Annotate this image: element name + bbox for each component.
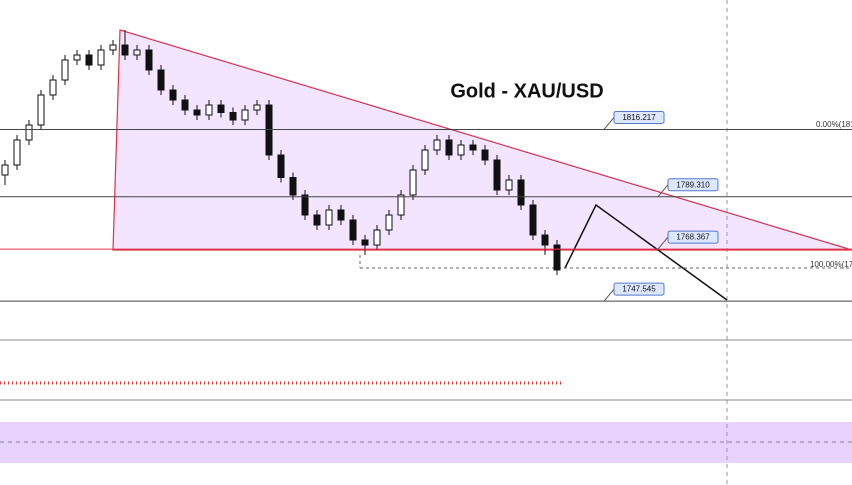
candle-body [361,239,369,246]
triangle-pattern [112,29,852,251]
candle-body [301,194,309,216]
candle-body [181,99,189,111]
candle-body [109,44,117,51]
candle-body [277,154,285,178]
candle-body [217,104,225,113]
candle-body [421,149,429,171]
price-label: 1747.545 [622,285,656,294]
candle-body [529,204,537,236]
candle-body [193,109,201,116]
candle-body [493,159,501,191]
candle-body [73,54,81,61]
price-label-box [667,178,719,192]
candle-body [505,179,513,191]
candle-body [61,59,69,81]
price-label: 1816.217 [622,113,656,122]
candle-body [1,164,9,176]
candles [1,30,561,275]
candle-body [385,214,393,231]
candle-body [145,49,153,71]
fib-label: 100.00%(176 [810,260,852,269]
label-leader [603,288,615,302]
candle-body [337,209,345,221]
candle-body [229,112,237,121]
candle-body [373,229,381,246]
candle-body [85,54,93,66]
price-label-box [613,110,665,124]
candle-body [289,177,297,196]
label-leader [657,236,669,250]
price-label-box [613,282,665,296]
candle-body [457,144,465,156]
candle-body [37,94,45,126]
candle-body [325,209,333,226]
label-leader [603,117,615,130]
chart-title: Gold - XAU/USD [450,80,603,102]
candle-body [253,104,261,111]
candle-body [241,109,249,121]
candle-body [169,89,177,101]
candle-body [481,149,489,161]
candle-body [409,169,417,196]
price-label-box [667,230,719,244]
candle-body [541,234,549,246]
candle-body [157,69,165,91]
candle-body [445,139,453,156]
candle-body [517,179,525,206]
candle-body [553,244,561,271]
fib-label: 0.00%(181 [816,120,852,129]
candle-body [469,144,477,151]
candle-body [349,219,357,241]
price-label: 1768.367 [676,233,710,242]
candle-body [205,104,213,116]
candle-body [25,124,33,141]
candle-body [49,79,57,96]
candle-body [313,214,321,226]
price-label: 1789.310 [676,180,710,189]
candle-body [121,44,129,56]
candle-body [97,49,105,66]
candle-body [265,104,273,156]
candle-body [433,139,441,151]
candle-body [397,194,405,216]
candle-body [13,139,21,166]
candle-body [133,49,141,56]
projection [564,203,728,301]
label-leader [657,184,669,198]
